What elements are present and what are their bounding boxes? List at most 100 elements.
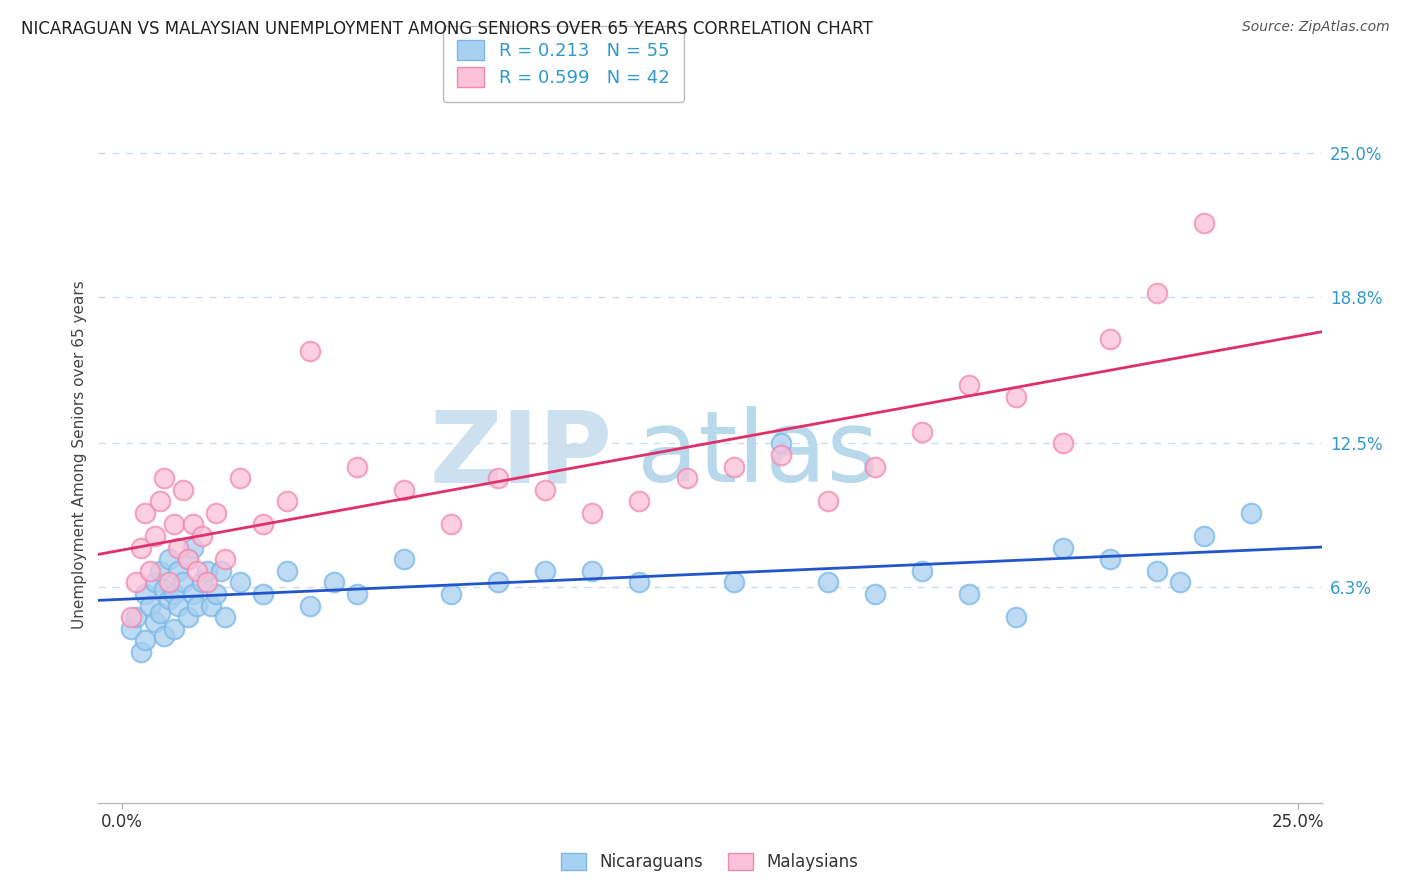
Point [181,517,204,532]
Point [125,575,148,590]
Point [863,459,886,474]
Point [628,575,651,590]
Point [172,575,194,590]
Point [167,564,190,578]
Point [581,506,603,520]
Point [153,629,176,643]
Point [1240,506,1263,520]
Point [1146,564,1168,578]
Point [1052,436,1074,450]
Text: NICARAGUAN VS MALAYSIAN UNEMPLOYMENT AMONG SENIORS OVER 65 YEARS CORRELATION CHA: NICARAGUAN VS MALAYSIAN UNEMPLOYMENT AMO… [21,20,873,37]
Point [299,343,322,358]
Point [177,610,200,624]
Point [214,552,236,566]
Point [209,564,232,578]
Text: atlas: atlas [637,407,879,503]
Point [322,575,344,590]
Point [817,575,839,590]
Point [252,517,274,532]
Point [186,564,208,578]
Point [723,459,745,474]
Point [486,575,509,590]
Point [167,599,190,613]
Point [214,610,236,624]
Point [186,599,208,613]
Point [149,494,172,508]
Point [1004,610,1026,624]
Point [157,552,180,566]
Point [153,471,176,485]
Point [346,587,368,601]
Point [440,517,463,532]
Point [1146,285,1168,300]
Point [440,587,463,601]
Point [120,622,142,636]
Point [299,599,322,613]
Point [163,622,186,636]
Point [228,471,250,485]
Point [817,494,839,508]
Point [769,448,792,462]
Point [1052,541,1074,555]
Point [143,575,166,590]
Point [628,494,651,508]
Point [675,471,697,485]
Point [276,564,298,578]
Point [153,582,176,597]
Point [191,575,214,590]
Point [723,575,745,590]
Point [163,517,186,532]
Point [143,615,166,629]
Point [129,645,152,659]
Legend: Nicaraguans, Malaysians: Nicaraguans, Malaysians [555,847,865,878]
Point [534,564,557,578]
Point [139,599,162,613]
Point [276,494,298,508]
Point [157,575,180,590]
Text: ZIP: ZIP [429,407,612,503]
Point [486,471,509,485]
Point [125,610,148,624]
Point [205,506,228,520]
Point [195,564,218,578]
Point [957,587,980,601]
Point [228,575,250,590]
Point [911,564,934,578]
Point [200,599,222,613]
Point [120,610,142,624]
Point [1098,552,1121,566]
Point [134,506,156,520]
Text: Source: ZipAtlas.com: Source: ZipAtlas.com [1241,20,1389,34]
Point [1098,332,1121,346]
Point [181,587,204,601]
Point [911,425,934,439]
Point [863,587,886,601]
Point [149,564,172,578]
Point [139,564,162,578]
Point [167,541,190,555]
Point [157,591,180,606]
Point [181,541,204,555]
Point [957,378,980,392]
Point [149,606,172,620]
Point [1192,529,1215,543]
Point [134,633,156,648]
Point [346,459,368,474]
Point [394,552,416,566]
Point [129,541,152,555]
Point [1004,390,1026,404]
Point [134,587,156,601]
Point [172,483,194,497]
Point [177,552,200,566]
Point [163,587,186,601]
Point [177,552,200,566]
Point [1192,216,1215,230]
Point [534,483,557,497]
Y-axis label: Unemployment Among Seniors over 65 years: Unemployment Among Seniors over 65 years [72,281,87,629]
Point [195,575,218,590]
Point [1170,575,1192,590]
Point [581,564,603,578]
Point [252,587,274,601]
Point [191,529,214,543]
Point [769,436,792,450]
